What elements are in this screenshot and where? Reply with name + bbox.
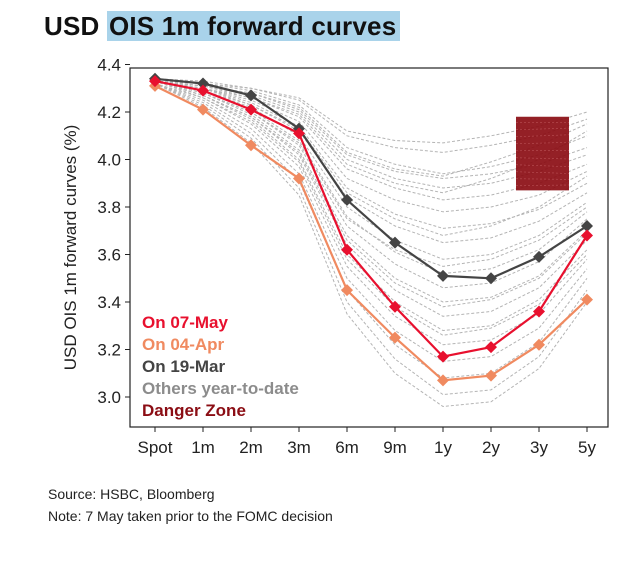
- series-point-on-07-may-1m: [197, 84, 209, 97]
- title-highlight: OIS 1m forward curves: [106, 11, 401, 41]
- series-point-on-04-apr-6m: [341, 284, 353, 297]
- series-point-on-04-apr-2m: [245, 139, 257, 152]
- y-tick-label: 4.0: [97, 151, 121, 170]
- legend-entry-danger-zone: Danger Zone: [142, 401, 246, 420]
- background-curve-2: [154, 80, 588, 153]
- series-point-on-19-mar-3y: [533, 250, 545, 263]
- source-note: Source: HSBC, Bloomberg: [48, 486, 215, 502]
- series-point-on-07-may-3m: [293, 127, 305, 140]
- series-point-on-04-apr-1y: [437, 374, 449, 387]
- background-curve-12: [154, 80, 588, 303]
- series-point-on-19-mar-6m: [341, 193, 353, 206]
- series-point-on-07-may-1y: [437, 350, 449, 363]
- danger-zone-texture: [515, 127, 570, 131]
- series-point-on-19-mar-9m: [389, 236, 401, 249]
- background-curve-15: [154, 80, 588, 346]
- background-curve-16: [154, 83, 588, 362]
- series-point-on-07-may-3y: [533, 305, 545, 318]
- series-point-on-19-mar-2m: [245, 89, 257, 102]
- danger-zone-rect: [516, 116, 569, 191]
- danger-zone-texture: [515, 142, 570, 145]
- danger-zone-texture: [515, 184, 570, 187]
- background-curve-25: [154, 83, 588, 336]
- legend-entry-on-07-may: On 07-May: [142, 313, 229, 332]
- background-curve-1: [154, 80, 588, 175]
- series-line-on-04-apr: [154, 84, 588, 382]
- series-point-on-04-apr-3m: [293, 172, 305, 185]
- title-prefix: USD: [44, 11, 100, 41]
- background-curve-8: [154, 80, 588, 244]
- series-point-on-19-mar-5y: [581, 220, 593, 232]
- background-curve-7: [154, 80, 588, 229]
- series-point-on-07-may-2m: [245, 103, 257, 116]
- chart-title: USD OIS 1m forward curves: [44, 8, 401, 44]
- y-tick-label: 4.2: [97, 103, 121, 122]
- background-curve-17: [154, 83, 588, 379]
- background-curve-3: [154, 78, 588, 144]
- background-curve-5: [154, 80, 588, 201]
- danger-zone-texture: [515, 178, 570, 180]
- series-point-on-04-apr-5y: [581, 293, 593, 306]
- series-point-on-19-mar-2y: [485, 272, 497, 285]
- background-curve-18: [154, 83, 588, 396]
- series-line-on-07-may: [154, 80, 588, 358]
- background-curve-23: [154, 80, 588, 267]
- background-curve-22: [154, 80, 588, 237]
- x-tick-label: 3m: [287, 438, 311, 457]
- legend-entry-on-19-mar: On 19-Mar: [142, 357, 226, 376]
- series-point-on-07-may-9m: [389, 300, 401, 313]
- series-point-on-04-apr-3y: [533, 338, 545, 351]
- background-curve-9: [154, 80, 588, 260]
- series-point-on-04-apr-2y: [485, 369, 497, 382]
- x-tick-label: Spot: [138, 438, 173, 457]
- series-point-on-07-may-6m: [341, 243, 353, 256]
- x-tick-label: 2y: [482, 438, 500, 457]
- series-point-on-07-may-5y: [581, 229, 593, 242]
- danger-zone-texture: [515, 157, 570, 160]
- series-point-on-07-may-spot: [149, 75, 161, 88]
- x-tick-label: 6m: [335, 438, 359, 457]
- highlighted-curves-layer: [149, 72, 593, 387]
- axes-layer: 3.0 3.2 3.4 3.6 3.8 4.0 4.2 4.4 Spot 1m 2m 3m 6m 9m 1y…: [61, 56, 609, 457]
- danger-zone-texture: [515, 164, 570, 168]
- background-curve-19: [154, 83, 588, 408]
- x-tick-label: 5y: [578, 438, 596, 457]
- y-axis-label: USD OIS 1m forward curves (%): [61, 125, 80, 371]
- background-curves-layer: [154, 78, 588, 408]
- danger-zone-texture: [515, 171, 570, 174]
- x-tick-label: 1m: [191, 438, 215, 457]
- series-point-on-19-mar-1y: [437, 269, 449, 282]
- footnote: Note: 7 May taken prior to the FOMC deci…: [48, 508, 333, 524]
- series-point-on-19-mar-1m: [197, 77, 209, 90]
- x-tick-label: 1y: [434, 438, 452, 457]
- danger-zone-layer: [515, 116, 570, 191]
- x-tick-label: 9m: [383, 438, 407, 457]
- y-tick-label: 3.8: [97, 198, 121, 217]
- series-point-on-04-apr-9m: [389, 331, 401, 344]
- legend-entry-others-year-to-date: Others year-to-date: [142, 379, 299, 398]
- series-point-on-07-may-2y: [485, 341, 497, 354]
- legend-layer: On 07-May On 04-Apr On 19-Mar Others year-t…: [142, 313, 299, 420]
- y-tick-label: 4.4: [97, 56, 121, 75]
- y-tick-label: 3.4: [97, 293, 121, 312]
- legend-entry-on-04-apr: On 04-Apr: [142, 335, 225, 354]
- plot-frame: [129, 67, 609, 428]
- background-curve-0: [154, 80, 588, 189]
- y-tick-label: 3.0: [97, 388, 121, 407]
- series-point-on-04-apr-1m: [197, 103, 209, 116]
- background-curve-24: [154, 80, 588, 308]
- series-line-on-19-mar: [154, 77, 588, 280]
- y-tick-label: 3.2: [97, 341, 121, 360]
- y-tick-label: 3.6: [97, 246, 121, 265]
- danger-zone-texture: [515, 134, 570, 138]
- x-tick-label: 2m: [239, 438, 263, 457]
- x-tick-label: 3y: [530, 438, 548, 457]
- background-curve-6: [154, 80, 588, 213]
